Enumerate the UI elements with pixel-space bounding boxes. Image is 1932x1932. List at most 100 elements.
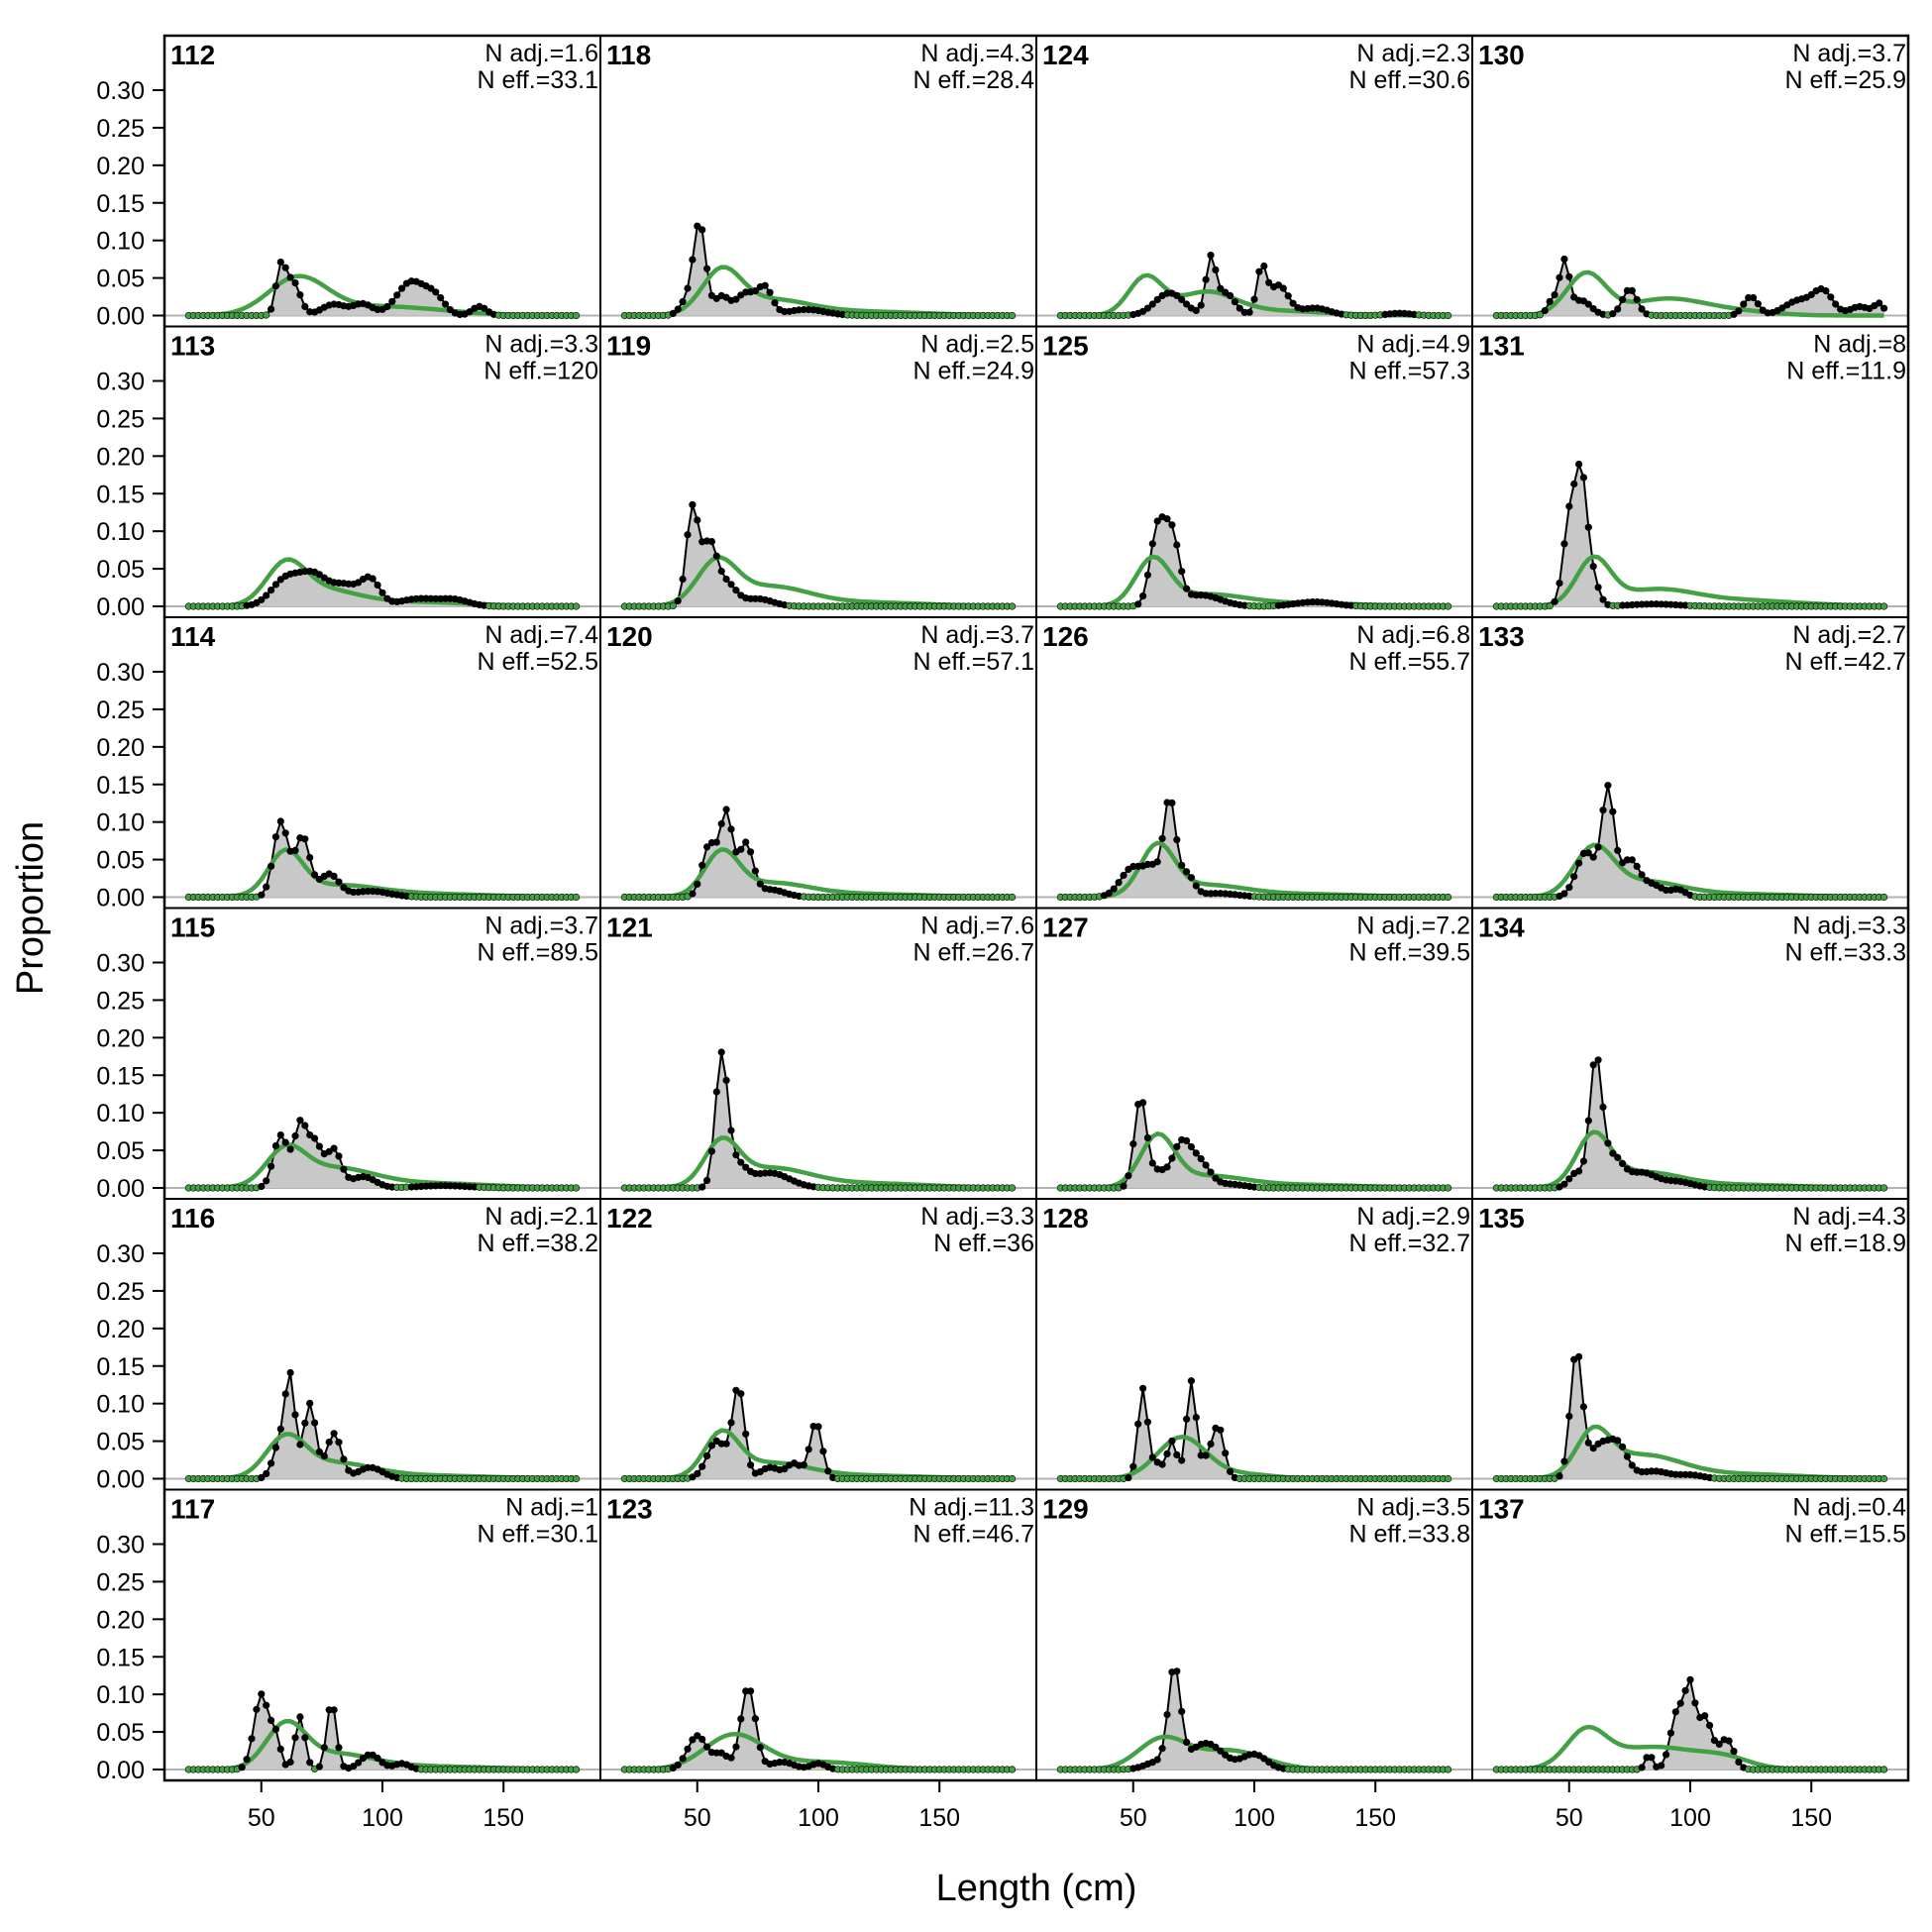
observed-point	[267, 1162, 275, 1170]
panel-118: 118 N adj.=4.3N eff.=28.4	[599, 35, 1037, 328]
expected-line	[188, 557, 577, 609]
observed-point	[698, 1462, 706, 1470]
observed-point	[1551, 291, 1558, 299]
observed-point	[717, 1048, 725, 1056]
observed-point	[1619, 1159, 1627, 1167]
observed-point	[1178, 861, 1186, 869]
observed-point	[722, 575, 730, 584]
n-eff-label: N eff.=30.6	[1348, 66, 1470, 94]
observed-point	[1599, 806, 1607, 814]
observed-point	[1880, 1474, 1888, 1483]
observed-point	[747, 848, 755, 856]
observed-point	[258, 595, 266, 603]
observed-point	[330, 872, 338, 881]
observed-point	[1681, 1686, 1689, 1694]
observed-point	[1148, 1159, 1156, 1167]
observed-point	[1604, 1139, 1612, 1147]
observed-point	[1880, 304, 1888, 312]
y-tick-label: 0.30	[96, 77, 145, 105]
observed-point	[1584, 849, 1592, 857]
n-adj-label: N adj.=11.3	[909, 1494, 1034, 1522]
observed-point	[722, 805, 730, 813]
observed-point	[1245, 308, 1253, 316]
n-eff-label: N eff.=32.7	[1348, 1230, 1470, 1257]
panel-id: 113	[170, 331, 215, 362]
observed-point	[1143, 571, 1151, 579]
observed-point	[1192, 1149, 1200, 1157]
y-tick-label: 0.05	[96, 847, 145, 875]
observed-point	[1541, 306, 1549, 315]
y-tick-label: 0.00	[96, 593, 145, 621]
observed-point	[335, 1439, 343, 1447]
observed-point	[1284, 292, 1292, 300]
n-eff-label: N eff.=26.7	[912, 939, 1034, 967]
observed-point	[1880, 893, 1888, 902]
observed-point	[1168, 1437, 1176, 1445]
observed-point	[689, 500, 697, 508]
observed-point	[1197, 301, 1205, 309]
observed-point	[1265, 278, 1273, 286]
observed-point	[1183, 1136, 1191, 1144]
observed-point	[1579, 297, 1587, 305]
observed-point	[814, 1423, 822, 1431]
y-tick-label: 0.10	[96, 1391, 145, 1419]
observed-point	[374, 581, 381, 590]
observed-point	[253, 1705, 261, 1713]
x-tick-label: 100	[362, 1804, 403, 1832]
observed-point	[1638, 1764, 1646, 1771]
n-eff-label: N eff.=57.1	[912, 648, 1034, 676]
observed-point	[1235, 304, 1243, 312]
observed-point	[1173, 1142, 1181, 1150]
observed-point	[1614, 1437, 1622, 1445]
panel-133: 133 N adj.=2.7N eff.=42.7	[1471, 616, 1909, 910]
observed-point	[694, 516, 701, 524]
observed-point	[761, 281, 769, 289]
observed-point	[684, 284, 692, 292]
observed-point	[1187, 1377, 1195, 1385]
panel-id: 120	[606, 621, 653, 652]
observed-area	[1496, 1356, 1884, 1479]
observed-point	[1614, 846, 1622, 854]
n-eff-label: N eff.=30.1	[477, 1521, 598, 1549]
n-eff-label: N eff.=24.9	[912, 358, 1034, 385]
observed-point	[751, 287, 759, 295]
observed-point	[1686, 1675, 1694, 1683]
n-eff-label: N eff.=39.5	[1348, 939, 1470, 967]
observed-point	[1754, 300, 1763, 308]
observed-point	[281, 829, 289, 837]
y-tick-label: 0.30	[96, 1240, 145, 1268]
observed-point	[1115, 879, 1123, 887]
observed-line	[624, 805, 1013, 899]
observed-point	[263, 1177, 270, 1185]
observed-point	[446, 306, 455, 314]
observed-point	[296, 291, 304, 299]
expected-line	[1496, 1129, 1884, 1191]
y-tick-label: 0.30	[96, 659, 145, 687]
observed-point	[1536, 311, 1544, 319]
observed-point	[369, 575, 376, 583]
observed-point	[1009, 893, 1017, 902]
observed-point	[1445, 1474, 1452, 1483]
n-eff-label: N eff.=52.5	[477, 648, 598, 676]
y-tick-label: 0.25	[96, 405, 145, 433]
observed-point	[1565, 1412, 1573, 1420]
observed-point	[727, 1419, 735, 1427]
observed-point	[732, 1386, 740, 1394]
n-eff-label: N eff.=28.4	[912, 66, 1034, 94]
observed-point	[1173, 291, 1181, 300]
observed-point	[335, 1152, 343, 1160]
observed-point	[267, 305, 275, 313]
observed-point	[306, 1130, 314, 1139]
panel-id: 129	[1042, 1494, 1089, 1525]
observed-point	[679, 297, 687, 306]
observed-point	[1663, 1751, 1670, 1759]
y-tick-label: 0.05	[96, 266, 145, 293]
observed-point	[732, 1151, 740, 1159]
observed-point	[1143, 1133, 1151, 1141]
y-tick-label: 0.15	[96, 772, 145, 800]
y-axis-title: Proportion	[10, 821, 52, 995]
observed-point	[698, 861, 706, 869]
panel-id: 127	[1042, 912, 1089, 943]
observed-point	[747, 1461, 755, 1469]
panel-116: 116 N adj.=2.1N eff.=38.2	[163, 1198, 601, 1491]
